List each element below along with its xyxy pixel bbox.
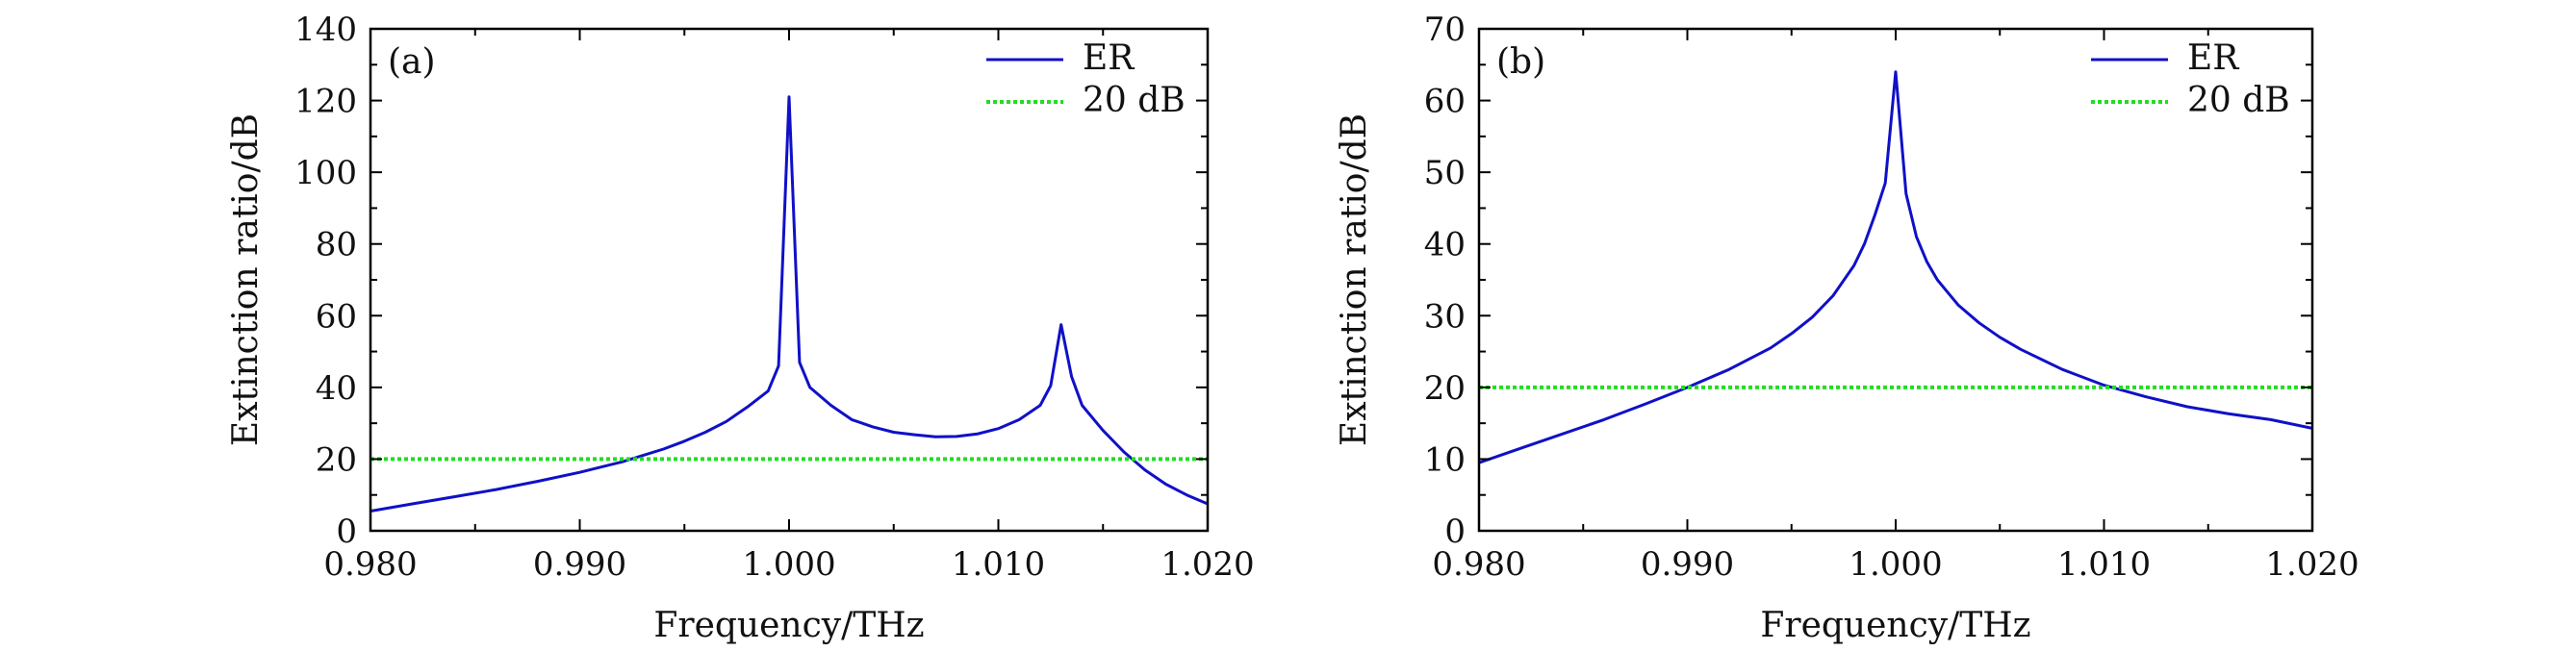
y-tick-label: 70 [1424,11,1466,49]
y-tick-label: 10 [1424,440,1466,479]
x-tick-label: 0.980 [1432,545,1525,584]
y-tick-label: 140 [294,11,357,49]
x-tick-label: 0.990 [533,545,626,584]
series-line-er [370,95,1208,513]
y-tick-label: 50 [1424,154,1466,192]
plot-area [370,95,1208,513]
panel-label: (a) [388,42,436,82]
y-tick-label: 30 [1424,297,1466,336]
x-tick-label: 1.010 [952,545,1045,584]
x-tick-label: 1.000 [742,545,835,584]
y-tick-label: 60 [1424,83,1466,121]
x-axis-title: Frequency/THz [1760,606,2030,645]
x-tick-label: 1.020 [1160,545,1254,584]
y-tick-label: 100 [294,154,357,192]
y-axis-title: Extinction ratio/dB [1335,113,1374,446]
panel-label: (b) [1496,42,1545,82]
legend-entry: ER [1083,38,1135,78]
y-axis-title: Extinction ratio/dB [226,113,266,446]
series-line-er [1479,70,2312,464]
y-tick-label: 20 [1424,369,1466,408]
legend-entry: ER [2187,38,2239,78]
x-tick-label: 0.990 [1641,545,1734,584]
y-tick-label: 60 [316,297,357,336]
chart-panel-b: 0.980 0.990 1.000 1.010 1.020 0 10 20 30 40 50 60 70… [1335,11,2359,645]
y-tick-label: 20 [316,440,357,479]
y-tick-label: 0 [1444,513,1466,551]
x-axis-title: Frequency/THz [653,606,924,645]
x-tick-label: 1.010 [2057,545,2151,584]
x-tick-label: 1.020 [2265,545,2359,584]
y-tick-label: 80 [316,226,357,264]
x-tick-label: 1.000 [1849,545,1942,584]
chart-panel-a: 0.980 0.990 1.000 1.010 1.020 0 20 40 60 80 100 120… [226,11,1255,645]
y-tick-label: 0 [336,513,357,551]
plot-area [1479,70,2312,464]
legend-entry: 20 dB [1083,81,1186,120]
y-tick-label: 120 [294,83,357,121]
y-tick-label: 40 [1424,226,1466,264]
y-tick-label: 40 [316,369,357,408]
legend-entry: 20 dB [2187,81,2290,120]
x-tick-label: 0.980 [323,545,417,584]
